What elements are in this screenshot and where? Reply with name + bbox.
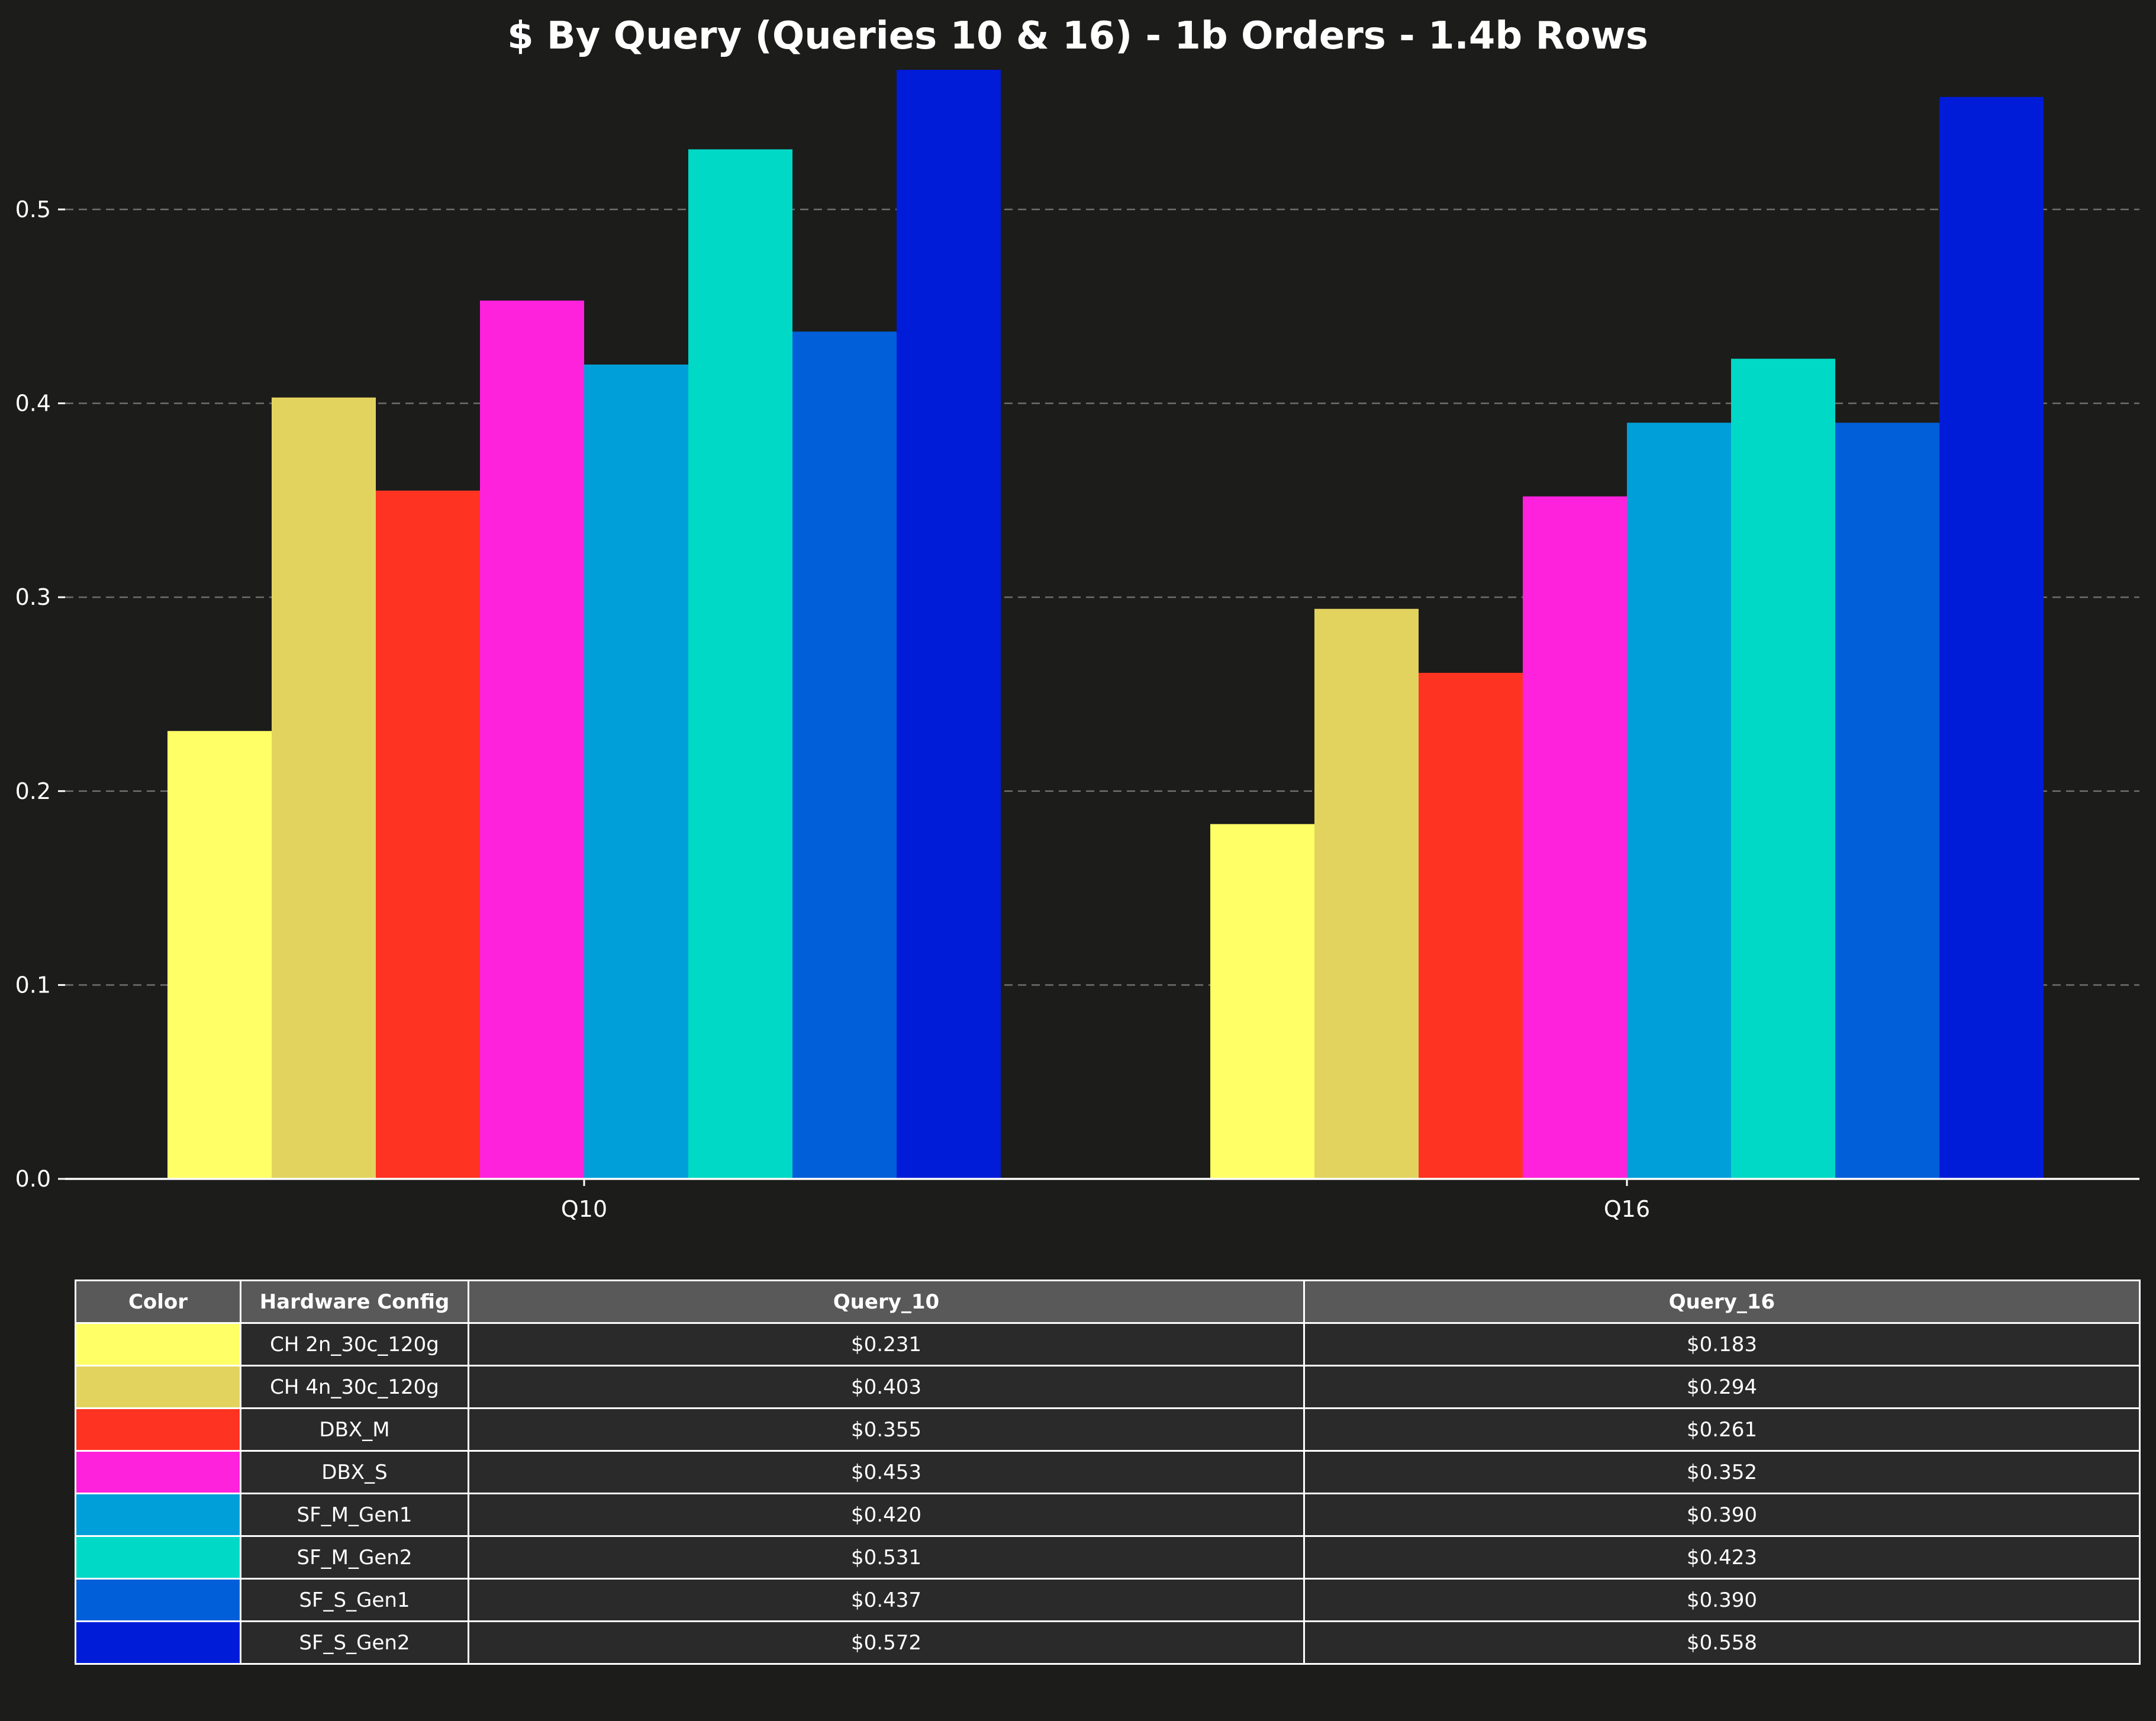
bar-ch-4n-30c-120g-q16	[1314, 608, 1419, 1179]
hardware-config-cell: SF_M_Gen2	[240, 1535, 469, 1580]
table-header-row: Color Hardware Config Query_10 Query_16	[75, 1280, 2141, 1324]
query-10-cell: $0.403	[468, 1365, 1305, 1409]
table-row: DBX_M $0.355 $0.261	[75, 1407, 2141, 1452]
query-10-cell: $0.531	[468, 1535, 1305, 1580]
hardware-config-cell: DBX_M	[240, 1407, 469, 1452]
bar-sf-s-gen2-q16	[1939, 96, 2044, 1179]
header-color: Color	[75, 1280, 241, 1324]
hardware-config-cell: SF_M_Gen1	[240, 1493, 469, 1537]
color-swatch	[75, 1535, 241, 1580]
bar-chart: $ By Query (Queries 10 & 16) - 1b Orders…	[15, 14, 2139, 1222]
bar-dbx-s-q10	[480, 300, 584, 1179]
hardware-config-cell: CH 2n_30c_120g	[240, 1322, 469, 1367]
query-10-cell: $0.437	[468, 1578, 1305, 1622]
chart-title: $ By Query (Queries 10 & 16) - 1b Orders…	[507, 14, 1648, 58]
bar-ch-2n-30c-120g-q16	[1210, 824, 1314, 1179]
query-16-cell: $0.183	[1303, 1322, 2141, 1367]
color-swatch	[75, 1493, 241, 1537]
color-swatch	[75, 1407, 241, 1452]
axes: 0.0 0.1 0.2 0.3 0.4 0.5 Q10 Q16	[15, 196, 2139, 1222]
query-16-cell: $0.261	[1303, 1407, 2141, 1452]
y-tick-label: 0.3	[15, 584, 51, 610]
header-query-16: Query_16	[1303, 1280, 2141, 1324]
color-swatch	[75, 1578, 241, 1622]
hardware-config-cell: SF_S_Gen1	[240, 1578, 469, 1622]
color-swatch	[75, 1365, 241, 1409]
table-row: CH 4n_30c_120g $0.403 $0.294	[75, 1365, 2141, 1409]
bar-dbx-m-q16	[1419, 672, 1523, 1179]
hardware-config-cell: DBX_S	[240, 1450, 469, 1494]
table-row: SF_S_Gen1 $0.437 $0.390	[75, 1578, 2141, 1622]
bar-sf-m-gen2-q10	[688, 149, 792, 1179]
bar-sf-s-gen2-q10	[897, 70, 1001, 1179]
table-row: SF_M_Gen2 $0.531 $0.423	[75, 1535, 2141, 1580]
query-16-cell: $0.352	[1303, 1450, 2141, 1494]
query-10-cell: $0.420	[468, 1493, 1305, 1537]
query-10-cell: $0.453	[468, 1450, 1305, 1494]
color-swatch	[75, 1620, 241, 1665]
query-16-cell: $0.558	[1303, 1620, 2141, 1665]
y-tick-label: 0.2	[15, 778, 51, 804]
y-tick-label: 0.0	[15, 1166, 51, 1192]
bar-sf-s-gen1-q10	[792, 331, 897, 1179]
bar-sf-s-gen1-q16	[1835, 423, 1939, 1179]
table-row: SF_M_Gen1 $0.420 $0.390	[75, 1493, 2141, 1537]
query-16-cell: $0.390	[1303, 1493, 2141, 1537]
table-row: CH 2n_30c_120g $0.231 $0.183	[75, 1322, 2141, 1367]
header-hardware-config: Hardware Config	[240, 1280, 469, 1324]
bars	[167, 70, 2044, 1179]
table-row: DBX_S $0.453 $0.352	[75, 1450, 2141, 1494]
bar-ch-2n-30c-120g-q10	[167, 731, 272, 1179]
query-10-cell: $0.572	[468, 1620, 1305, 1665]
bar-sf-m-gen1-q16	[1627, 423, 1731, 1179]
x-tick-label: Q10	[561, 1196, 607, 1222]
bar-ch-4n-30c-120g-q10	[272, 397, 376, 1179]
y-tick-label: 0.1	[15, 972, 51, 998]
bar-sf-m-gen2-q16	[1731, 359, 1835, 1179]
color-swatch	[75, 1322, 241, 1367]
color-swatch	[75, 1450, 241, 1494]
query-10-cell: $0.355	[468, 1407, 1305, 1452]
y-tick-label: 0.4	[15, 391, 51, 417]
table-body: CH 2n_30c_120g $0.231 $0.183 CH 4n_30c_120g…	[75, 1322, 2141, 1665]
query-16-cell: $0.423	[1303, 1535, 2141, 1580]
data-table: Color Hardware Config Query_10 Query_16 …	[75, 1280, 2141, 1665]
hardware-config-cell: CH 4n_30c_120g	[240, 1365, 469, 1409]
x-tick-label: Q16	[1604, 1196, 1650, 1222]
bar-sf-m-gen1-q10	[584, 364, 688, 1179]
query-16-cell: $0.294	[1303, 1365, 2141, 1409]
bar-dbx-m-q10	[376, 490, 480, 1179]
header-query-10: Query_10	[468, 1280, 1305, 1324]
query-10-cell: $0.231	[468, 1322, 1305, 1367]
table-row: SF_S_Gen2 $0.572 $0.558	[75, 1620, 2141, 1665]
bar-dbx-s-q16	[1523, 496, 1627, 1179]
hardware-config-cell: SF_S_Gen2	[240, 1620, 469, 1665]
y-tick-label: 0.5	[15, 196, 51, 223]
query-16-cell: $0.390	[1303, 1578, 2141, 1622]
